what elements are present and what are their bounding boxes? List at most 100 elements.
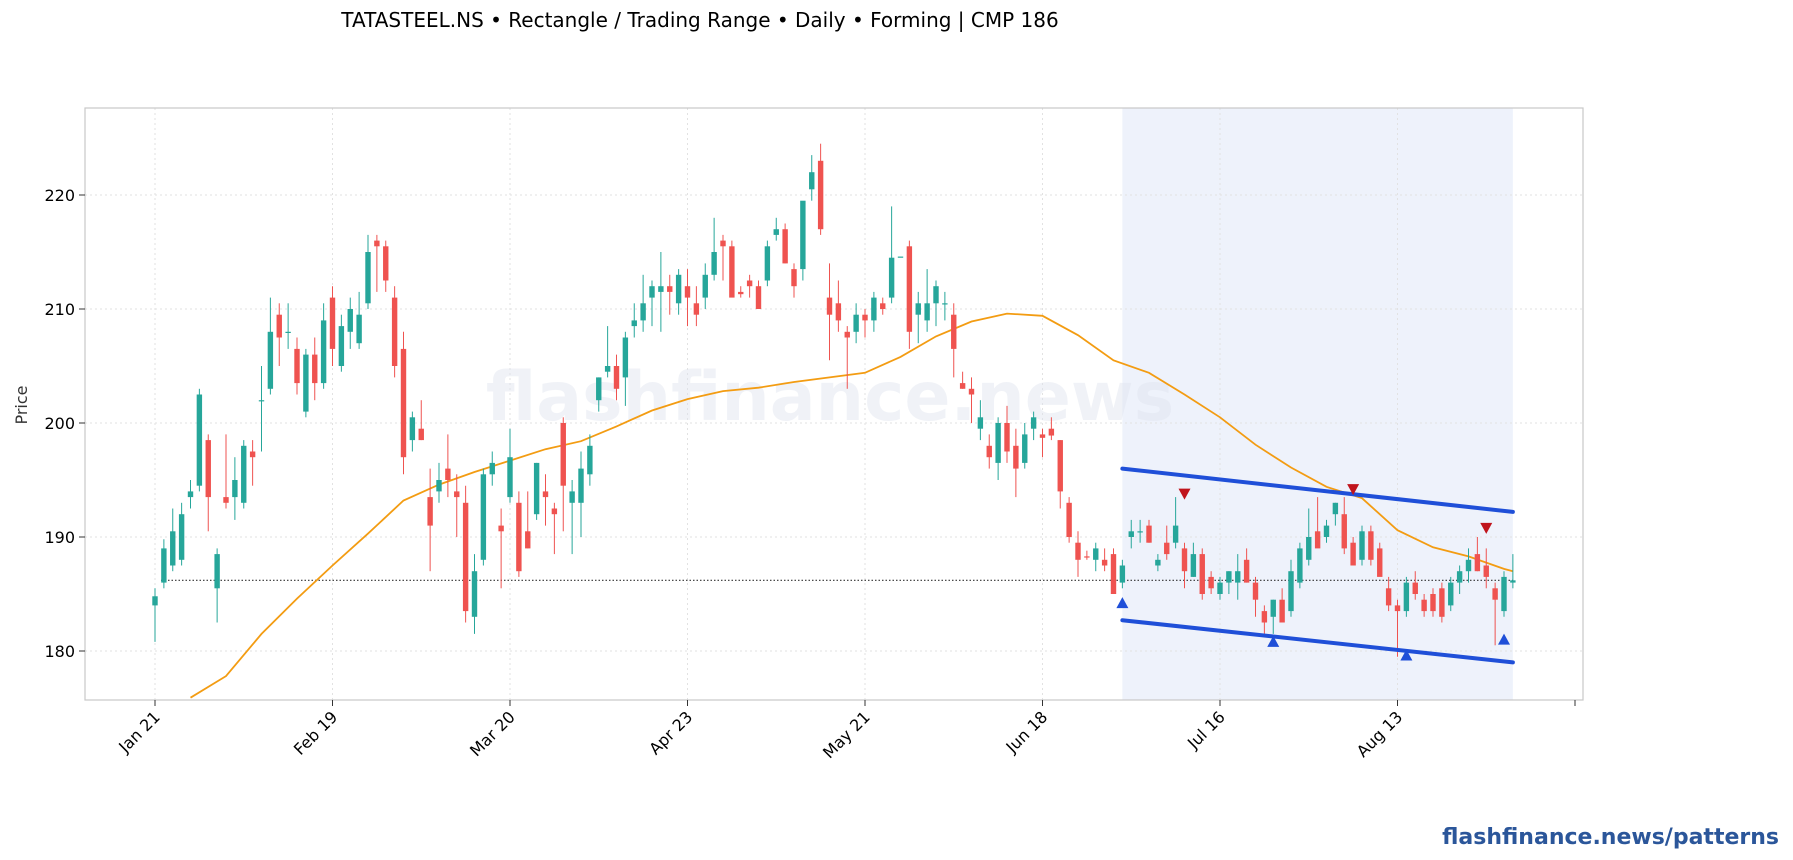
candle <box>383 240 389 292</box>
candle-body <box>329 297 336 349</box>
candle <box>791 263 797 298</box>
candle-body <box>1261 611 1268 623</box>
candle-body <box>826 297 833 315</box>
candle-body <box>1172 525 1179 543</box>
candle-body <box>196 394 203 486</box>
candle <box>1155 554 1161 572</box>
candle-body <box>427 497 433 526</box>
candle <box>613 354 620 401</box>
candle <box>1030 411 1037 441</box>
candle <box>1128 519 1134 549</box>
candle <box>693 286 700 327</box>
candle-body <box>1075 542 1081 560</box>
candle <box>1270 599 1276 634</box>
candle-body <box>454 491 460 498</box>
candle <box>702 263 708 309</box>
candle <box>542 474 549 526</box>
candle-body <box>1030 417 1037 429</box>
candle <box>738 286 744 298</box>
y-tick-label: 190 <box>44 528 75 547</box>
candle <box>258 366 265 452</box>
swing-high-marker <box>1347 484 1360 496</box>
candle-body <box>1137 531 1143 533</box>
candle <box>214 548 220 623</box>
x-tick-label: Aug 13 <box>1353 707 1407 761</box>
footer-link[interactable]: flashfinance.news/patterns <box>1442 825 1779 850</box>
candle-body <box>498 525 504 532</box>
candle-body <box>1013 445 1019 469</box>
candle-body <box>1066 502 1072 537</box>
candle <box>844 326 850 389</box>
candle <box>152 588 158 642</box>
candle <box>667 274 673 315</box>
candle-body <box>409 417 416 441</box>
candle-body <box>391 297 398 366</box>
y-tick-label: 220 <box>44 186 75 205</box>
candle <box>1323 519 1330 543</box>
candle <box>391 286 398 378</box>
candle-body <box>533 462 540 515</box>
candle <box>1448 576 1454 612</box>
candle <box>986 434 992 469</box>
candle <box>764 240 771 287</box>
candle <box>223 434 229 509</box>
candle-body <box>178 514 185 560</box>
candle-body <box>764 246 771 281</box>
candle <box>684 269 691 327</box>
candle <box>533 462 540 520</box>
candle <box>1057 440 1063 509</box>
candle <box>1146 519 1152 543</box>
candle-body <box>1297 548 1303 583</box>
candle-body <box>1483 565 1489 577</box>
candle-body <box>631 320 637 327</box>
candle <box>1093 542 1099 572</box>
candle-body <box>1359 531 1365 560</box>
candle-body <box>835 303 842 321</box>
candle-body <box>471 571 478 617</box>
candle <box>1137 519 1143 543</box>
candle <box>773 217 779 241</box>
candle-body <box>897 256 904 258</box>
candle-body <box>249 451 256 458</box>
candle <box>1314 497 1321 549</box>
candle <box>604 326 611 378</box>
candle-body <box>658 286 664 292</box>
candle-body <box>1155 559 1161 566</box>
candle-body <box>1394 605 1401 612</box>
candle <box>1332 502 1339 526</box>
candle-body <box>1492 588 1498 600</box>
candle <box>285 303 291 349</box>
candle <box>1279 588 1285 623</box>
candle-body <box>1306 537 1312 560</box>
candle-body <box>924 303 930 321</box>
candle-body <box>871 297 877 321</box>
candle <box>897 256 904 258</box>
swing-low-marker <box>1400 649 1413 661</box>
candle-body <box>507 457 513 498</box>
y-axis-label: Price <box>12 385 31 424</box>
candle <box>249 440 256 486</box>
candle-body <box>1199 554 1205 594</box>
candle-body <box>1448 582 1454 606</box>
candle-body <box>258 400 265 402</box>
candle-body <box>578 468 584 503</box>
candle-body <box>791 269 797 287</box>
candle <box>817 143 824 235</box>
candle <box>675 269 682 315</box>
candle-body <box>241 445 247 503</box>
candle <box>1190 542 1197 577</box>
swing-low-marker <box>1498 633 1510 645</box>
candle <box>338 314 345 372</box>
candle-body <box>1235 571 1241 583</box>
candle <box>578 451 584 537</box>
candle-body <box>968 388 975 395</box>
candle-body <box>1226 571 1232 583</box>
candle <box>329 286 336 366</box>
candle-body <box>596 377 602 401</box>
candle <box>1048 417 1055 441</box>
candle <box>906 240 913 349</box>
candle-body <box>1412 582 1418 594</box>
candle-body <box>622 337 629 378</box>
candle <box>374 234 380 292</box>
candle-body <box>1377 548 1383 577</box>
